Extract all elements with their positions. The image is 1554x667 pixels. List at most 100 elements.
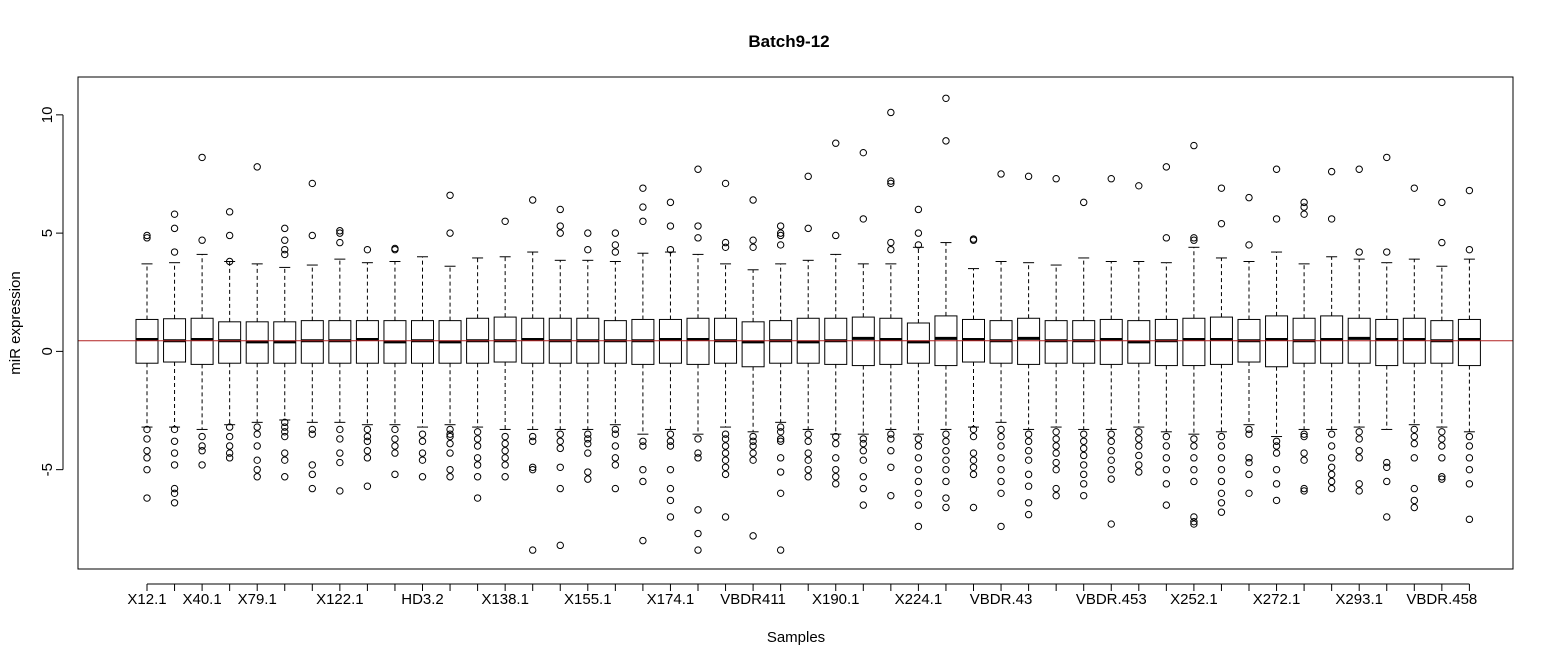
outlier-point <box>611 248 620 256</box>
outlier-point <box>198 442 206 450</box>
outlier-point <box>1245 241 1253 249</box>
outlier-point <box>1107 437 1115 445</box>
outlier-point <box>1272 437 1281 445</box>
outlier-point <box>363 245 372 254</box>
outlier-point <box>749 449 757 457</box>
outlier-point <box>1190 465 1198 474</box>
outlier-point <box>997 170 1005 178</box>
box-body <box>218 321 242 364</box>
outlier-point <box>1438 442 1446 450</box>
outlier-point <box>1410 439 1419 448</box>
box-body <box>741 321 765 368</box>
outlier-point <box>281 423 289 431</box>
outlier-point <box>336 229 344 237</box>
outlier-point <box>1080 480 1088 488</box>
outlier-point <box>914 229 923 237</box>
outlier-point <box>1080 491 1088 500</box>
box-44 <box>1320 167 1344 493</box>
outlier-point <box>225 208 234 216</box>
outlier-point <box>170 484 179 493</box>
x-tick-label: X122.1 <box>316 591 364 608</box>
outlier-point <box>1135 451 1143 460</box>
x-tick-label: X138.1 <box>481 591 529 608</box>
outlier-point <box>1410 184 1419 192</box>
outlier-point <box>914 241 923 249</box>
outlier-point <box>253 465 261 474</box>
outlier-point <box>721 238 730 247</box>
outlier-point <box>1272 496 1281 505</box>
outlier-point <box>363 425 372 434</box>
outlier-point <box>776 435 785 443</box>
x-tick-label: X224.1 <box>895 591 943 608</box>
outlier-point <box>1217 489 1226 498</box>
outlier-point <box>666 465 675 474</box>
outlier-point <box>1355 447 1363 455</box>
outlier-point <box>914 454 923 462</box>
x-tick-label: X174.1 <box>647 591 695 608</box>
outlier-point <box>1300 430 1308 438</box>
outlier-point <box>914 522 923 531</box>
outlier-point <box>446 432 454 441</box>
outlier-point <box>225 454 234 462</box>
outlier-point <box>1217 465 1226 474</box>
outlier-point <box>170 437 179 445</box>
outlier-point <box>1410 454 1419 462</box>
outlier-point <box>143 435 151 443</box>
outlier-point <box>418 449 427 457</box>
outlier-point <box>694 454 702 462</box>
outlier-point <box>1327 470 1336 479</box>
outlier-point <box>336 449 344 457</box>
outlier-point <box>1272 465 1281 474</box>
outlier-point <box>611 425 620 434</box>
outlier-point <box>776 241 785 249</box>
outlier-point <box>1217 477 1226 486</box>
outlier-point <box>611 484 620 493</box>
outlier-point <box>1465 245 1474 254</box>
outlier-point <box>969 470 978 479</box>
outlier-point <box>1162 465 1171 474</box>
outlier-point <box>1024 470 1033 479</box>
outlier-point <box>776 546 785 554</box>
outlier-point <box>887 491 895 500</box>
outlier-point <box>969 456 978 464</box>
outlier-point <box>1107 175 1115 183</box>
outlier-point <box>198 153 206 162</box>
outlier-point <box>1383 153 1391 162</box>
outlier-point <box>1300 210 1308 218</box>
outlier-point <box>170 425 179 434</box>
outlier-point <box>776 489 785 498</box>
y-tick-label: 10 <box>39 107 56 124</box>
outlier-point <box>1107 430 1115 438</box>
outlier-point <box>914 442 923 450</box>
outlier-point <box>336 435 344 443</box>
box-26 <box>824 139 848 488</box>
box-43 <box>1292 198 1316 495</box>
box-body <box>851 316 875 367</box>
outlier-point <box>1162 442 1171 450</box>
outlier-point <box>666 496 675 505</box>
box-24 <box>769 222 793 554</box>
box-body <box>1265 315 1289 368</box>
outlier-point <box>170 489 179 498</box>
outlier-point <box>1052 491 1060 500</box>
outlier-point <box>749 196 757 204</box>
outlier-point <box>1135 442 1143 450</box>
outlier-point <box>1465 432 1474 441</box>
outlier-point <box>859 215 867 223</box>
outlier-point <box>529 437 537 445</box>
outlier-point <box>721 430 730 438</box>
outlier-point <box>942 94 950 102</box>
outlier-point <box>1162 163 1171 171</box>
outlier-point <box>969 449 978 457</box>
outlier-point <box>1272 165 1281 173</box>
outlier-point <box>1410 503 1419 512</box>
outlier-point <box>501 454 509 462</box>
outlier-point <box>639 536 647 545</box>
outlier-point <box>776 468 785 476</box>
outlier-point <box>253 442 261 450</box>
box-45 <box>1347 165 1371 495</box>
outlier-point <box>556 444 564 453</box>
outlier-point <box>143 231 151 240</box>
box-49 <box>1457 186 1481 524</box>
outlier-point <box>584 468 592 476</box>
